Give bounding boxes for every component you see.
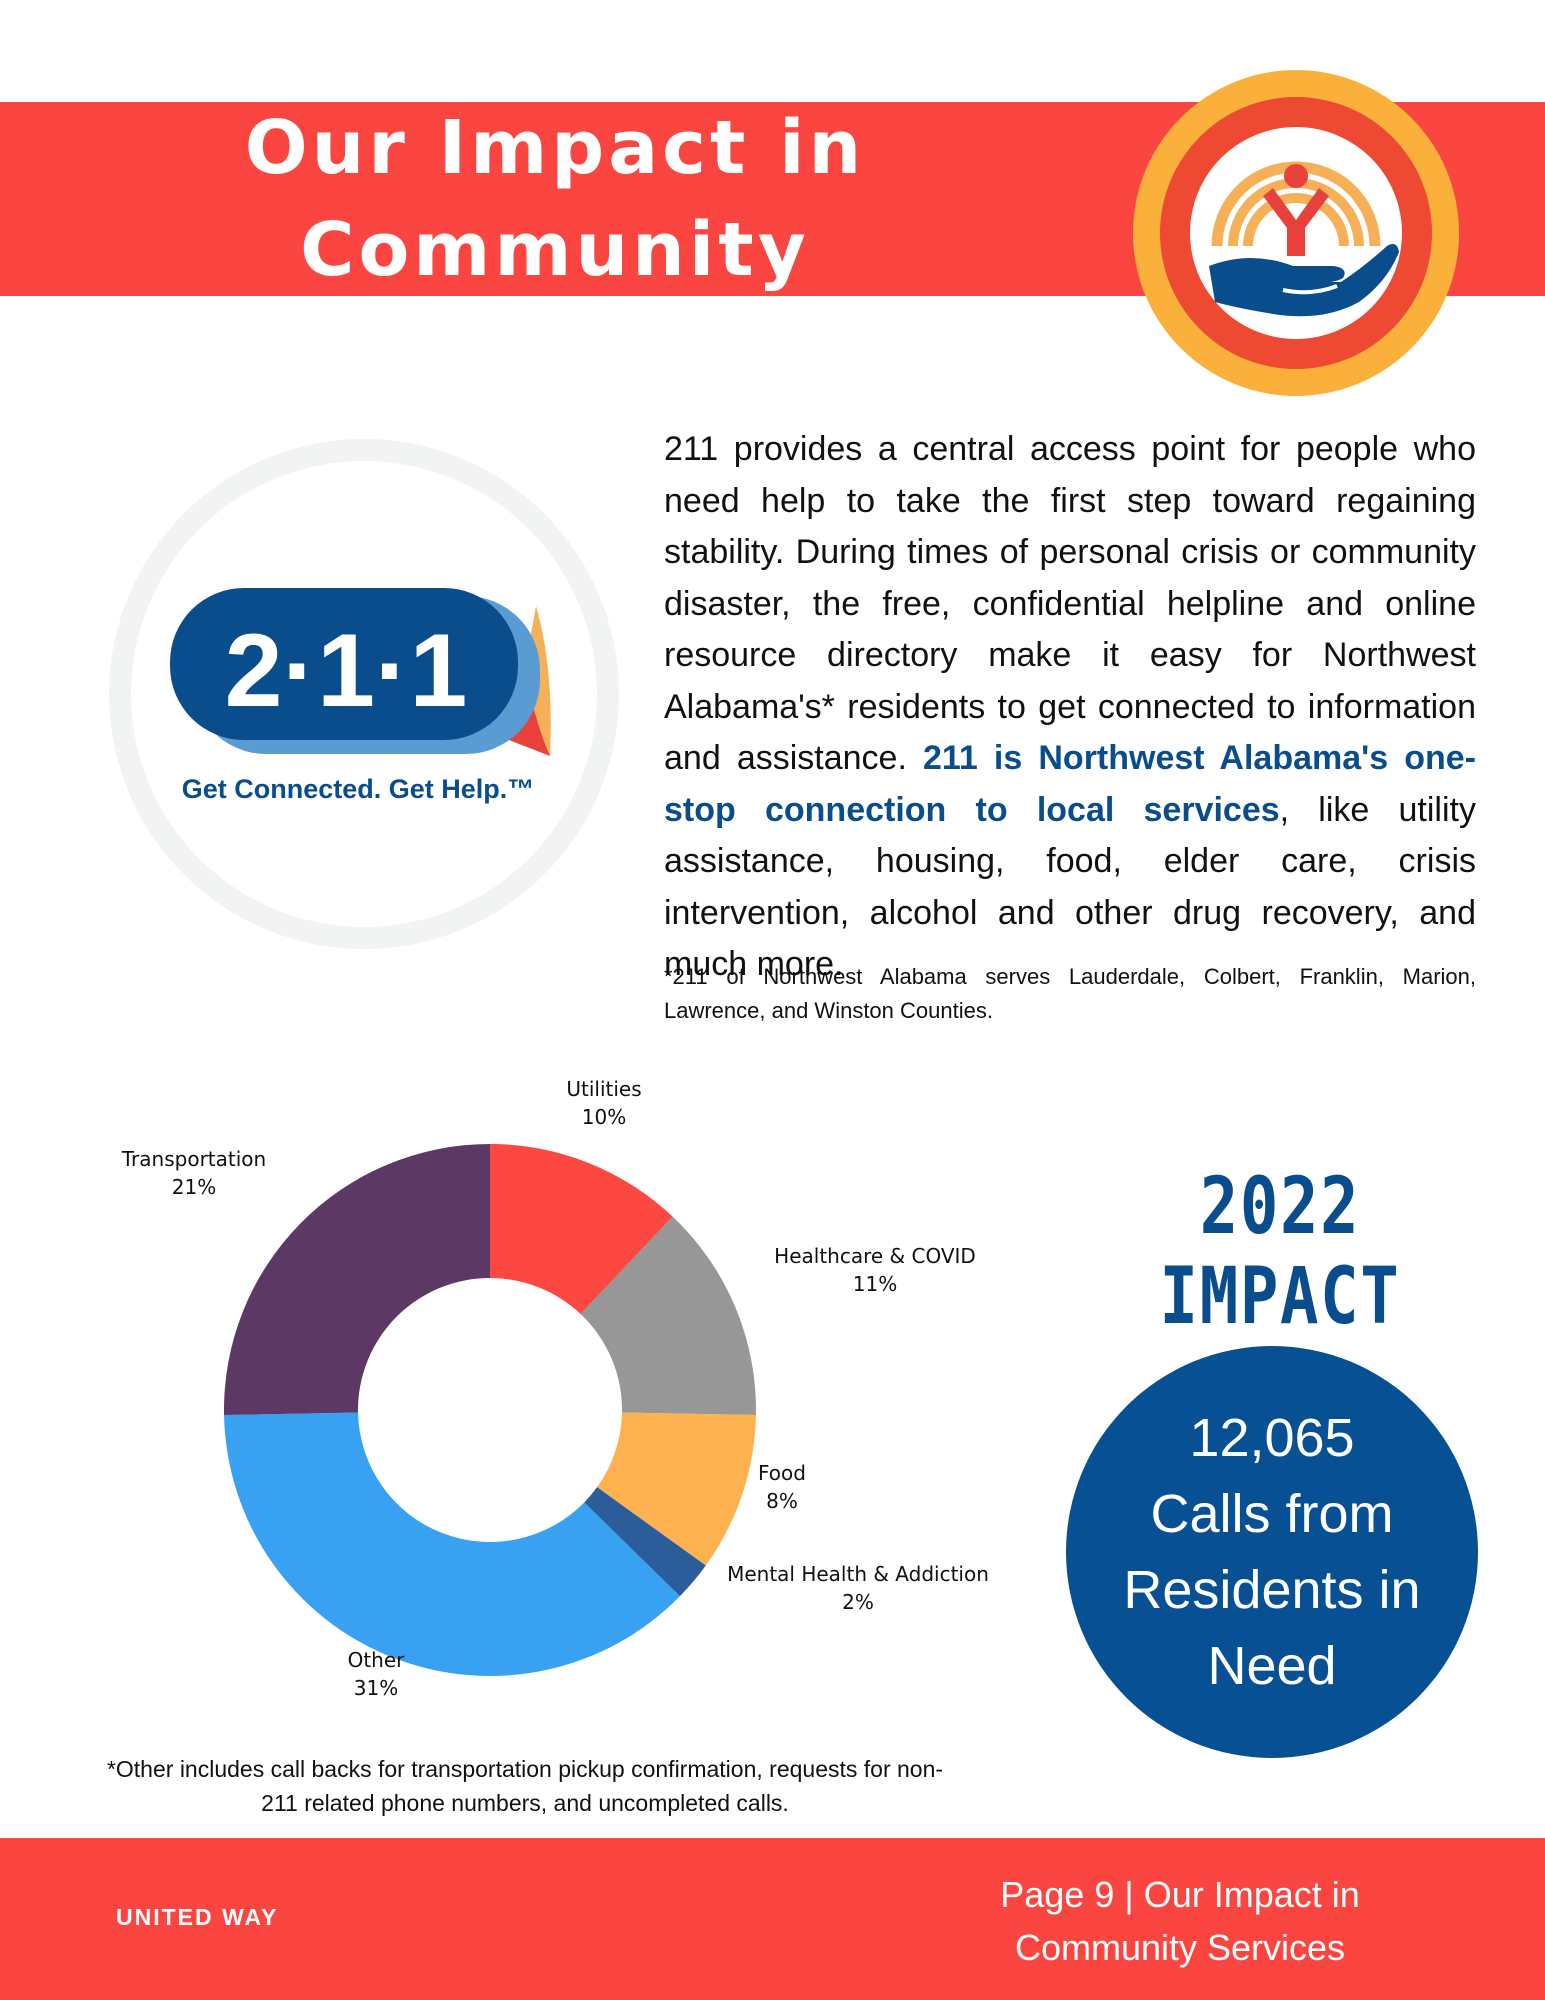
slice-label-name: Mental Health & Addiction: [727, 1562, 989, 1586]
slice-label-value: 11%: [853, 1272, 897, 1296]
donut-chart: Utilities 10% Healthcare & COVID 11% Food 8% M…: [121, 1077, 989, 1700]
intro-text-2: , like utility assistance, housing, food…: [664, 790, 1476, 984]
impact-title: 2022 IMPACT: [1159, 1162, 1401, 1342]
slice-label-value: 31%: [354, 1676, 398, 1700]
slice-transportation: [224, 1144, 490, 1416]
slice-other: [224, 1412, 680, 1676]
page-title-line2: Community Services: [300, 207, 810, 373]
badge-number: 2·1·1: [225, 613, 468, 729]
united-way-logo-icon: [1133, 70, 1459, 396]
badge-tagline: Get Connected. Get Help.™: [182, 774, 535, 804]
footer-page-line2: Community Services: [1014, 1927, 1346, 1968]
slice-label-value: 8%: [766, 1489, 798, 1513]
footnote-other: *Other includes call backs for transport…: [106, 1756, 944, 1816]
slice-label-value: 2%: [842, 1590, 874, 1614]
slice-label-name: Transportation: [121, 1147, 266, 1171]
footnote-counties: *211 of Northwest Alabama serves Lauderd…: [664, 964, 1476, 1023]
slice-utilities: [490, 1144, 673, 1315]
slice-label-name: Utilities: [566, 1077, 641, 1101]
impact-line2: Calls from: [1150, 1484, 1394, 1544]
impact-line3: Residents in: [1123, 1560, 1421, 1620]
slice-label-name: Other: [348, 1648, 406, 1672]
footer-band: [0, 1838, 1545, 2000]
slice-label-name: Healthcare & COVID: [774, 1244, 976, 1268]
footer-page-line1: Page 9 | Our Impact in: [1000, 1874, 1360, 1915]
slice-food: [597, 1412, 756, 1566]
slice-label-name: Food: [758, 1461, 806, 1485]
slice-label-value: 21%: [172, 1175, 216, 1199]
intro-paragraph: 211 provides a central access point for …: [664, 424, 1476, 991]
intro-text-1: 211 provides a central access point for …: [664, 430, 1476, 777]
impact-line4: Need: [1207, 1636, 1337, 1696]
badge-211: 2·1·1 Get Connected. Get Help.™: [109, 439, 619, 949]
footer-page-label: Page 9 | Our Impact in Community Service…: [960, 1868, 1400, 1974]
slice-label-value: 10%: [582, 1105, 626, 1129]
page-title-line1: Our Impact in: [244, 105, 866, 191]
impact-stat-circle: 12,065 Calls from Residents in Need: [1066, 1346, 1478, 1758]
slice-mental-health-addiction: [584, 1487, 706, 1597]
intro-highlight: 211 is Northwest Alabama's one-stop conn…: [664, 739, 1476, 829]
footer-org: UNITED WAY: [116, 1904, 279, 1930]
impact-calls-count: 12,065: [1189, 1408, 1355, 1468]
slice-healthcare-covid: [580, 1216, 756, 1416]
